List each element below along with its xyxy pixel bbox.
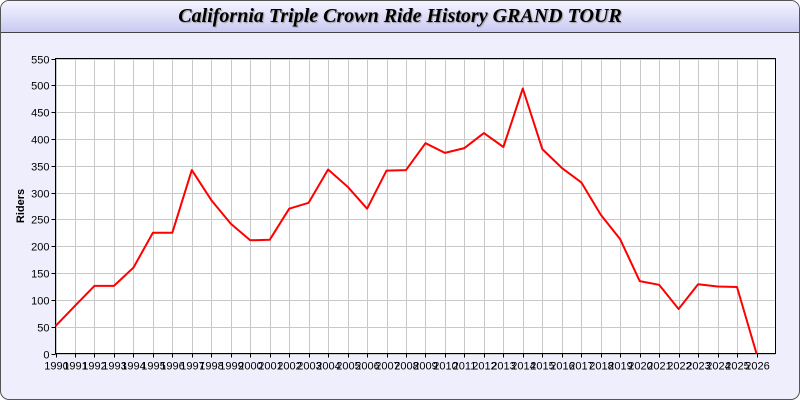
x-tick-label: 2022 [667,361,691,373]
y-tick-label: 150 [31,269,49,281]
x-tick-label: 1994 [121,361,145,373]
x-tick-label: 2008 [394,361,418,373]
x-tick-label: 2002 [277,361,301,373]
x-tick-label: 2009 [413,361,437,373]
y-tick-label: 0 [43,350,49,362]
y-tick-label: 500 [31,81,49,93]
x-tick-label: 2001 [258,361,282,373]
y-tick-label: 100 [31,296,49,308]
x-tick-label: 2021 [647,361,671,373]
x-tick-label: 1990 [44,361,68,373]
x-tick-label: 2023 [686,361,710,373]
plot-border [55,58,776,354]
x-tick-label: 2017 [569,361,593,373]
x-tick-label: 2025 [725,361,749,373]
y-tick-label: 450 [31,108,49,120]
plot-area [55,58,776,354]
x-tick-label: 2018 [589,361,613,373]
x-tick-label: 2020 [628,361,652,373]
x-tick-label: 1995 [141,361,165,373]
y-tick-label: 550 [31,55,49,67]
x-tick-label: 2006 [355,361,379,373]
x-tick-label: 2024 [706,361,730,373]
x-tick-label: 2019 [608,361,632,373]
x-tick-label: 2015 [530,361,554,373]
x-tick-label: 2012 [472,361,496,373]
x-tick-label: 2011 [453,361,477,373]
y-tick-label: 350 [31,162,49,174]
y-tick-label: 250 [31,215,49,227]
y-tick-label: 400 [31,135,49,147]
x-tick-label: 2004 [316,361,340,373]
chart-title: California Triple Crown Ride History GRA… [178,5,622,27]
x-tick-label: 2007 [375,361,399,373]
x-tick-label: 2013 [491,361,515,373]
x-tick-label: 2016 [550,361,574,373]
x-tick-label: 2014 [511,361,535,373]
y-axis-label: Riders [15,189,27,223]
x-tick-label: 1991 [63,361,87,373]
y-tick-label: 200 [31,242,49,254]
x-tick-label: 1993 [102,361,126,373]
y-tick-label: 50 [37,323,49,335]
x-tick-label: 2003 [297,361,321,373]
title-bar: California Triple Crown Ride History GRA… [1,1,799,33]
x-tick-label: 1997 [180,361,204,373]
y-tick-label: 300 [31,189,49,201]
x-tick-label: 1998 [199,361,223,373]
x-tick-label: 2026 [745,361,769,373]
x-tick-label: 2005 [336,361,360,373]
x-tick-label: 1992 [82,361,106,373]
x-tick-label: 1996 [160,361,184,373]
x-tick-label: 2000 [238,361,262,373]
x-tick-label: 2010 [433,361,457,373]
x-tick-label: 1999 [219,361,243,373]
